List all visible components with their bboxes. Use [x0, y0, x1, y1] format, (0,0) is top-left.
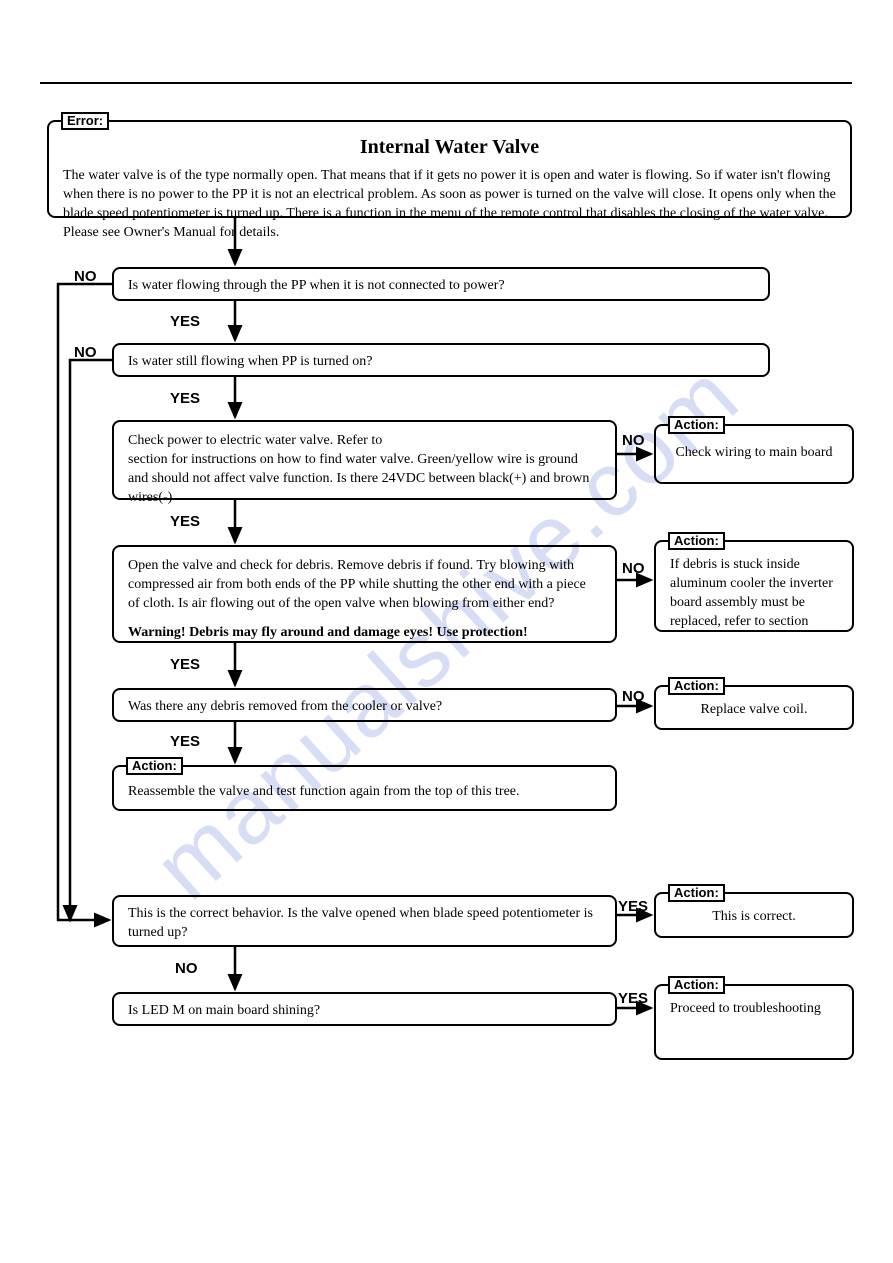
action-7-text: This is correct.: [670, 908, 838, 927]
edge-label: NO: [74, 268, 97, 285]
action-3-tab: Action:: [668, 416, 725, 434]
question-5-text: Was there any debris removed from the co…: [128, 698, 601, 717]
error-title: Internal Water Valve: [63, 136, 836, 159]
action-6-tab: Action:: [126, 757, 183, 775]
question-7-text: This is the correct behavior. Is the val…: [128, 905, 601, 943]
question-4: Open the valve and check for debris. Rem…: [112, 545, 617, 643]
action-4-tab: Action:: [668, 532, 725, 550]
action-7: Action: This is correct.: [654, 892, 854, 938]
edge-label: NO: [622, 432, 645, 449]
edge-label: YES: [170, 656, 200, 673]
edge-label: YES: [170, 313, 200, 330]
edge-label: YES: [170, 390, 200, 407]
question-2: Is water still flowing when PP is turned…: [112, 343, 770, 377]
action-8-text: Proceed to troubleshooting: [670, 1000, 838, 1019]
question-3-text-b: section for instructions on how to find …: [128, 452, 589, 505]
edge-label: NO: [622, 560, 645, 577]
question-3-text-a: Check power to electric water valve. Ref…: [128, 433, 382, 448]
question-4-warning: Warning! Debris may fly around and damag…: [128, 624, 601, 643]
action-4-text: If debris is stuck inside aluminum coole…: [670, 556, 838, 632]
action-3-text: Check wiring to main board: [670, 444, 838, 463]
edge-label: NO: [622, 688, 645, 705]
question-2-text: Is water still flowing when PP is turned…: [128, 353, 754, 372]
action-5-tab: Action:: [668, 677, 725, 695]
question-7: This is the correct behavior. Is the val…: [112, 895, 617, 947]
action-8: Action: Proceed to troubleshooting: [654, 984, 854, 1060]
question-1: Is water flowing through the PP when it …: [112, 267, 770, 301]
edge-label: YES: [618, 898, 648, 915]
action-3: Action: Check wiring to main board: [654, 424, 854, 484]
edge-label: NO: [175, 960, 198, 977]
error-box: Error: Internal Water Valve The water va…: [47, 120, 852, 218]
edge-label: NO: [74, 344, 97, 361]
page-rule: [40, 82, 852, 84]
edge-label: YES: [618, 990, 648, 1007]
question-4-text: Open the valve and check for debris. Rem…: [128, 557, 601, 614]
action-4: Action: If debris is stuck inside alumin…: [654, 540, 854, 632]
question-3: Check power to electric water valve. Ref…: [112, 420, 617, 500]
action-6: Action: Reassemble the valve and test fu…: [112, 765, 617, 811]
question-8-text: Is LED M on main board shining?: [128, 1002, 601, 1021]
question-1-text: Is water flowing through the PP when it …: [128, 277, 754, 296]
action-5: Action: Replace valve coil.: [654, 685, 854, 730]
question-5: Was there any debris removed from the co…: [112, 688, 617, 722]
action-8-tab: Action:: [668, 976, 725, 994]
action-5-text: Replace valve coil.: [670, 701, 838, 720]
question-8: Is LED M on main board shining?: [112, 992, 617, 1026]
action-6-text: Reassemble the valve and test function a…: [128, 783, 601, 802]
question-3-text: Check power to electric water valve. Ref…: [128, 432, 601, 508]
edge-label: YES: [170, 513, 200, 530]
action-7-tab: Action:: [668, 884, 725, 902]
error-intro: The water valve is of the type normally …: [63, 167, 836, 243]
error-tab: Error:: [61, 112, 109, 130]
page: manualshive.com Error: Internal Water Va…: [0, 0, 893, 1263]
edge-label: YES: [170, 733, 200, 750]
